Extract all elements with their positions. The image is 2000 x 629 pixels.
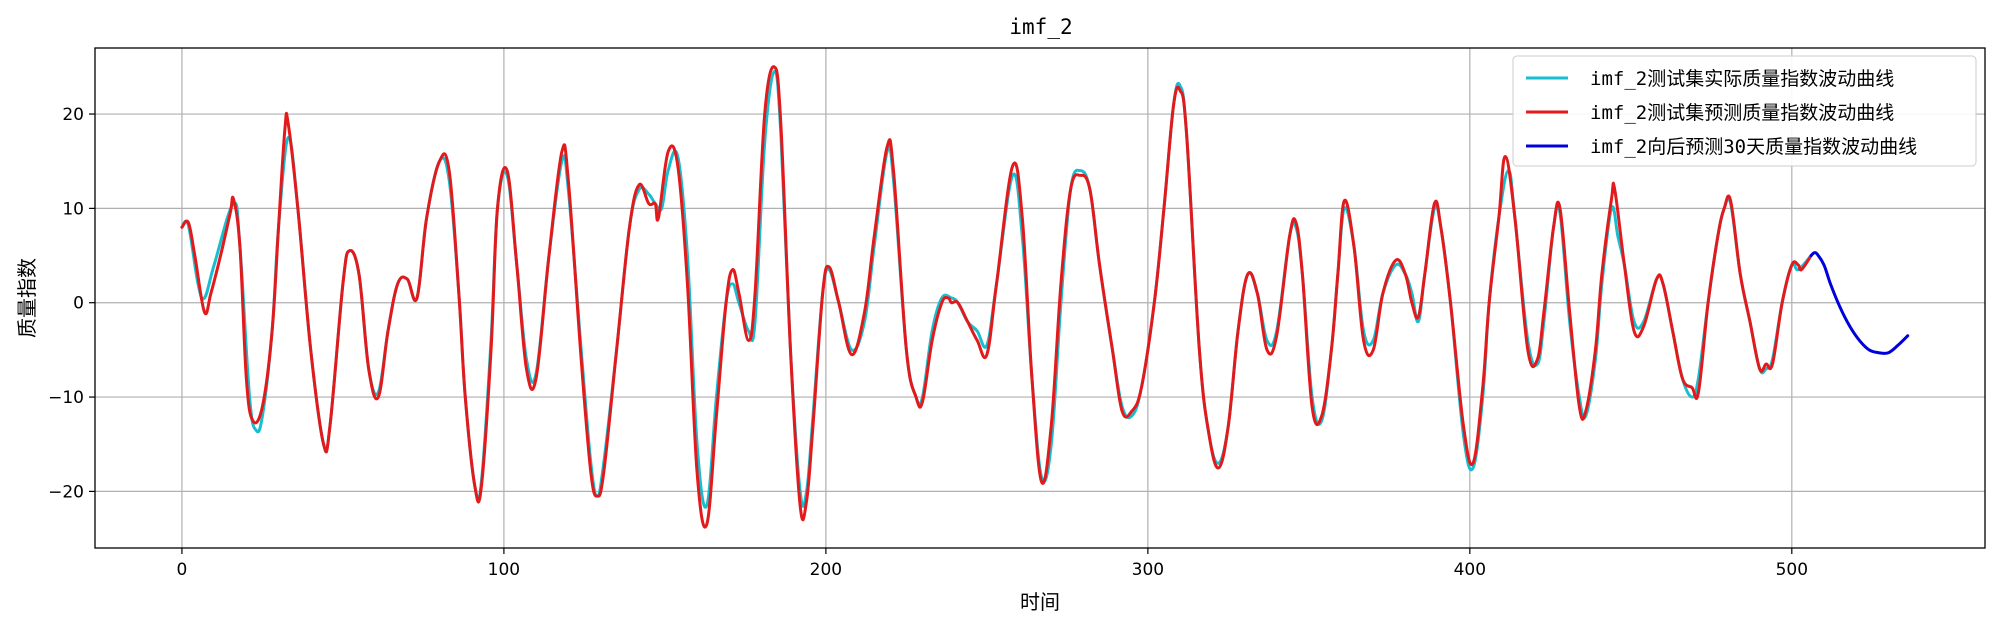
x-axis-title: 时间 [1020,590,1060,614]
series-line-forecast [1809,251,1910,355]
legend-box [1512,55,1977,167]
series-line-predicted [180,65,1813,529]
x-tick-label: 300 [1132,560,1164,580]
y-tick-label: 20 [62,105,84,125]
x-tick-label: 200 [810,560,842,580]
x-tick-label: 400 [1454,560,1486,580]
y-tick-label: −20 [48,482,84,502]
plot-area-frame [94,47,1986,549]
legend: imf_2测试集实际质量指数波动曲线 imf_2测试集预测质量指数波动曲线 im… [1512,55,1977,167]
series-layer [180,65,1910,529]
y-axis-title: 质量指数 [15,258,39,338]
legend-label-predicted: imf_2测试集预测质量指数波动曲线 [1590,102,1894,124]
chart-title: imf_2 [1009,15,1072,39]
axis-ticks: 0 100 200 300 400 500 −20 −10 0 10 20 [48,105,1808,580]
y-tick-label: 10 [62,199,84,219]
y-tick-label: −10 [48,388,84,408]
x-tick-label: 500 [1776,560,1808,580]
y-tick-label: 0 [73,294,84,314]
x-tick-label: 0 [177,560,188,580]
legend-label-forecast: imf_2向后预测30天质量指数波动曲线 [1590,136,1917,158]
legend-label-actual: imf_2测试集实际质量指数波动曲线 [1590,68,1894,90]
x-tick-label: 100 [488,560,520,580]
